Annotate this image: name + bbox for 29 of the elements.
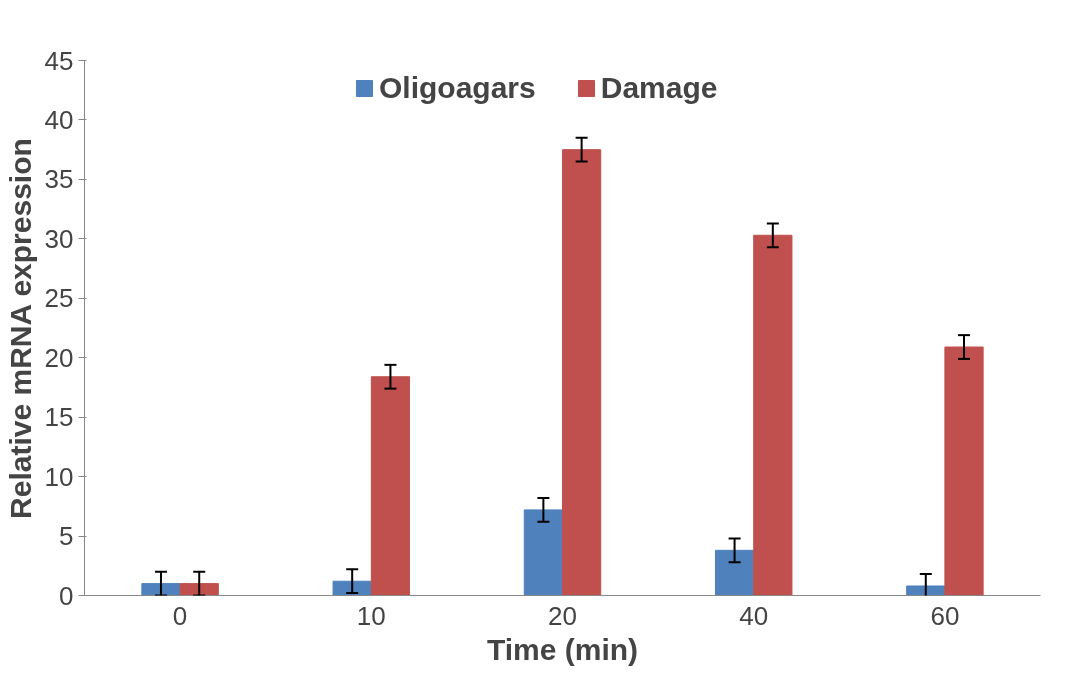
y-axis-title: Relative mRNA expression (3, 138, 37, 519)
bar (714, 549, 755, 596)
bar (906, 585, 946, 596)
y-tick-label: 40 (44, 104, 74, 135)
y-tick-label: 10 (44, 461, 74, 492)
y-tick-label: 30 (44, 223, 74, 254)
y-tick-label: 25 (44, 283, 74, 314)
y-tick-label: 15 (44, 402, 74, 433)
x-tick-label: 0 (172, 600, 188, 631)
bar (179, 583, 219, 596)
y-tick-label: 20 (44, 342, 74, 373)
legend-label: Damage (600, 71, 718, 105)
bar (753, 234, 793, 596)
bar (944, 346, 984, 596)
y-tick-label: 45 (44, 45, 74, 76)
bar (332, 580, 372, 596)
x-tick-label: 40 (739, 600, 769, 631)
y-tick-label: 35 (44, 164, 74, 195)
bar (523, 509, 563, 596)
x-tick-label: 20 (548, 600, 577, 631)
x-axis-title: Time (min) (486, 632, 639, 666)
x-tick-label: 60 (930, 600, 960, 631)
bar (562, 149, 602, 596)
legend-label: Oligoagars (379, 71, 536, 105)
y-tick-label: 5 (59, 521, 74, 552)
bar (141, 583, 181, 596)
x-tick-label: 10 (356, 600, 386, 631)
bar (370, 376, 411, 596)
y-tick-label: 0 (59, 580, 74, 611)
